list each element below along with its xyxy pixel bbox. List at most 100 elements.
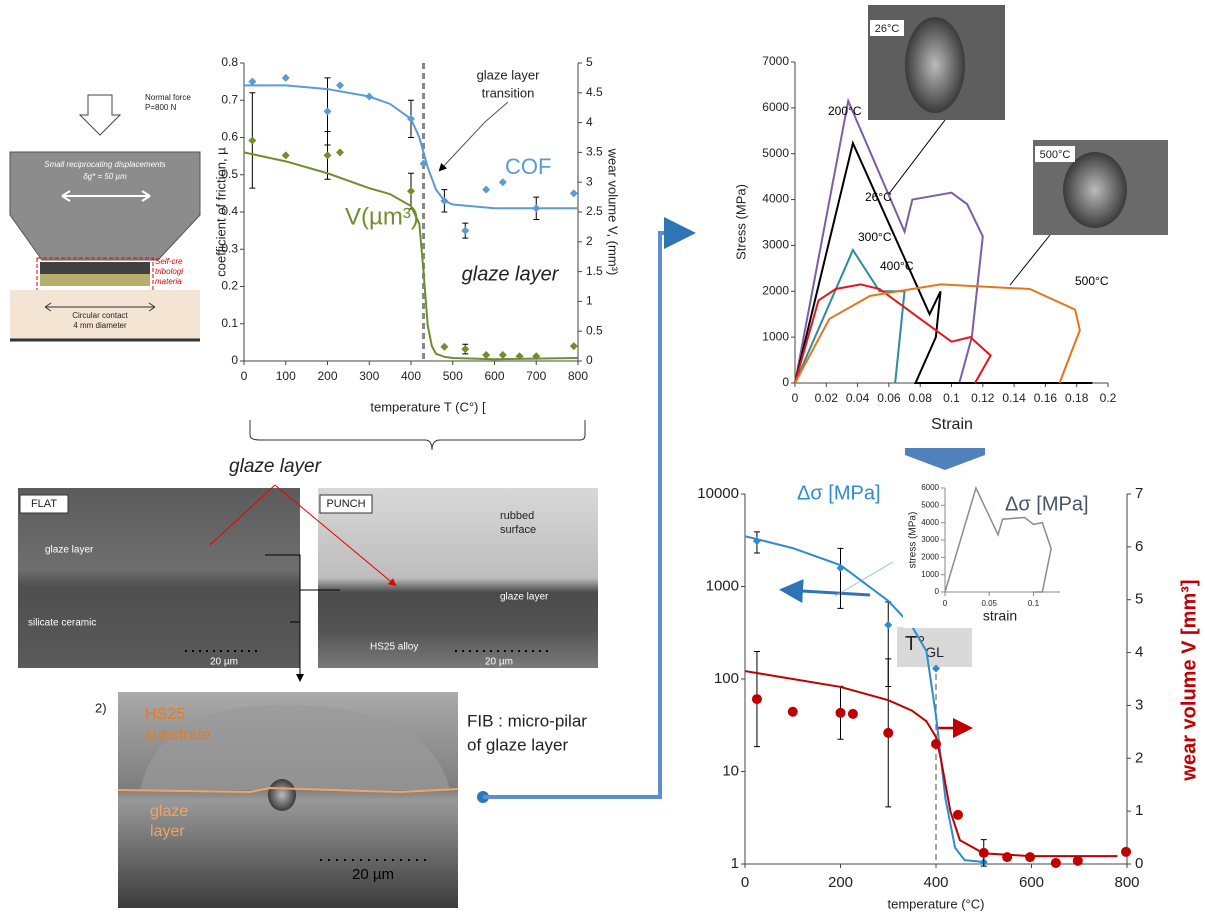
series-label: V(µm³) [345,203,419,230]
y-axis-title: coefficient of friction, µ [213,147,228,277]
series-line [243,151,579,361]
panel: 2) [95,700,107,715]
series-line [794,283,1081,384]
y-tick-label: 6000 [921,483,939,492]
series-line [944,485,1052,593]
x-tick-label: 0 [792,391,799,405]
label: tribologi [155,267,183,276]
x-tick-label: 500 [443,369,463,383]
y-tick-label: 1000 [706,577,739,594]
y-tick-label: 3000 [762,238,789,252]
point [952,809,963,820]
y2-axis-title: wear volume V [mm³] [1178,579,1200,781]
y2-axis-title: wear volume V, (mm³) [606,148,621,276]
point [440,342,449,351]
x-tick-label: 0.14 [1002,391,1026,405]
series-line [744,535,984,864]
x-tick-label: 0.08 [909,391,933,405]
point [883,727,894,738]
y-tick-label: 7000 [762,54,789,68]
series-label: 400°C [880,259,914,273]
x-tick-label: 0.16 [1034,391,1058,405]
y2-tick-label: 2.5 [586,204,603,218]
y-axis-title: Stress (MPa) [733,184,748,260]
y2-tick-label: 0 [1135,855,1143,872]
x-tick-label: 700 [526,369,546,383]
x-tick-label: 0 [943,599,948,608]
series-line [794,140,1093,384]
y-tick-label: 0.4 [221,204,238,218]
label: HS25 [145,706,185,723]
label: 26°C [875,23,900,35]
y-tick-label: 0.6 [221,130,238,144]
point [1072,855,1083,866]
label: layer [150,823,185,840]
label: silicate ceramic [28,618,96,629]
label: glaze layer [500,592,549,603]
point [884,621,893,630]
x-tick-label: 200 [317,369,337,383]
y-tick-label: 4000 [762,192,789,206]
x-tick-label: 300 [359,369,379,383]
x-axis-title: temperature (°C) [888,896,985,911]
point [751,694,762,705]
label-box [897,627,972,667]
label-sub: GL [925,644,944,660]
series-label: COF [505,154,551,179]
y-tick-label: 0.3 [221,241,238,255]
point [336,81,345,90]
y-tick-label: 4000 [921,518,939,527]
y2-tick-label: 3 [586,174,593,188]
label: glaze [150,803,188,820]
label: HS25 alloy [370,642,418,653]
x-tick-label: 400 [401,369,421,383]
y2-tick-label: 1.5 [586,264,603,278]
x-tick-label: 0.02 [815,391,839,405]
y-tick-label: 6000 [762,100,789,114]
x-tick-label: 0.1 [1028,599,1040,608]
series-label: 500°C [1075,274,1109,288]
y-tick-label: 3000 [921,535,939,544]
label: Self-cre [155,257,183,266]
y2-tick-label: 0.5 [586,323,603,337]
tag: FLAT [31,498,57,510]
y2-tick-label: 1 [1135,802,1143,819]
point [323,151,332,160]
y-tick-label: 2000 [762,283,789,297]
label: rubbed [500,510,534,522]
point [407,187,415,196]
point [1121,846,1132,857]
y-tick-label: 1000 [762,329,789,343]
y-tick-label: 1 [731,855,739,872]
point [482,351,491,360]
y-tick-label: 5000 [921,500,939,509]
x-tick-label: 0.05 [981,599,997,608]
point [498,178,507,187]
point [847,708,858,719]
schematic: Normal force P=800 N Small reciprocating… [9,93,201,342]
y-tick-label: 1000 [921,570,939,579]
error-bar [837,547,844,609]
x-tick-label: 400 [923,874,948,891]
series-line [794,283,992,384]
label: Normal force [145,93,191,102]
caption: of glaze layer [467,735,568,754]
label: P=800 N [145,103,177,112]
x-tick-label: 0 [741,874,749,891]
y-tick-label: 0.1 [221,316,238,330]
x-tick-label: 800 [1114,874,1139,891]
y2-tick-label: 2 [586,234,593,248]
brace [249,420,586,451]
label: Circular contact [72,311,128,320]
point [569,189,578,198]
label: δg* = 50 µm [83,172,127,181]
point [1050,857,1061,868]
point [461,345,470,354]
point [569,342,578,351]
y2-tick-label: 5 [1135,591,1143,608]
scale: 20 µm [485,657,513,668]
y-tick-label: 2000 [921,552,939,561]
scale: 20 µm [352,866,394,883]
x-tick-label: 0.06 [877,391,901,405]
